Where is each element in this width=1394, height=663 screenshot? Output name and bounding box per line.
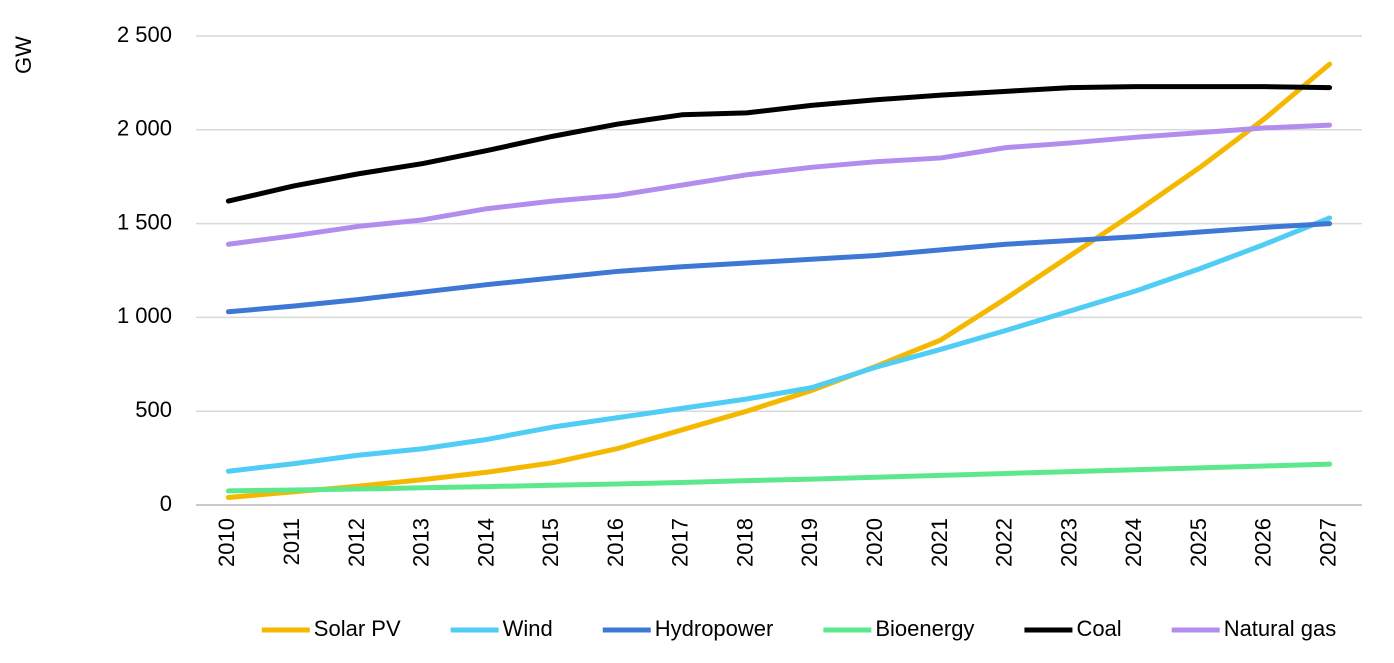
- legend-label: Coal: [1076, 616, 1121, 641]
- x-tick-label: 2013: [409, 518, 434, 567]
- x-tick-label: 2014: [473, 518, 498, 567]
- series-line: [225, 122, 1333, 247]
- legend-label: Wind: [503, 616, 553, 641]
- x-tick-label: 2026: [1251, 518, 1276, 567]
- legend-label: Hydropower: [655, 616, 774, 641]
- series-line: [225, 461, 1333, 494]
- x-tick-label: 2011: [279, 518, 304, 565]
- y-tick-label: 0: [160, 491, 172, 516]
- legend-label: Bioenergy: [875, 616, 974, 641]
- x-tick-label: 2021: [927, 518, 952, 567]
- y-tick-label: 500: [135, 397, 172, 422]
- x-tick-label: 2023: [1056, 518, 1081, 567]
- legend-label: Solar PV: [314, 616, 401, 641]
- series-line: [225, 61, 1333, 500]
- y-tick-label: 1 500: [117, 209, 172, 234]
- x-tick-label: 2024: [1121, 518, 1146, 567]
- series-line: [225, 221, 1333, 315]
- series-line: [225, 215, 1333, 474]
- y-tick-label: 1 000: [117, 303, 172, 328]
- x-tick-label: 2025: [1186, 518, 1211, 567]
- x-tick-label: 2020: [862, 518, 887, 567]
- y-tick-label: 2 500: [117, 22, 172, 47]
- x-tick-label: 2015: [538, 518, 563, 567]
- x-tick-label: 2010: [214, 518, 239, 567]
- x-tick-label: 2022: [992, 518, 1017, 567]
- x-tick-label: 2018: [732, 518, 757, 567]
- legend-label: Natural gas: [1224, 616, 1337, 641]
- x-tick-label: 2012: [344, 518, 369, 567]
- y-tick-label: 2 000: [117, 116, 172, 141]
- x-tick-label: 2019: [797, 518, 822, 567]
- y-axis-label: GW: [11, 36, 36, 74]
- x-tick-label: 2016: [603, 518, 628, 567]
- x-tick-label: 2027: [1315, 518, 1340, 567]
- x-tick-label: 2017: [668, 518, 693, 567]
- series-line: [225, 84, 1333, 204]
